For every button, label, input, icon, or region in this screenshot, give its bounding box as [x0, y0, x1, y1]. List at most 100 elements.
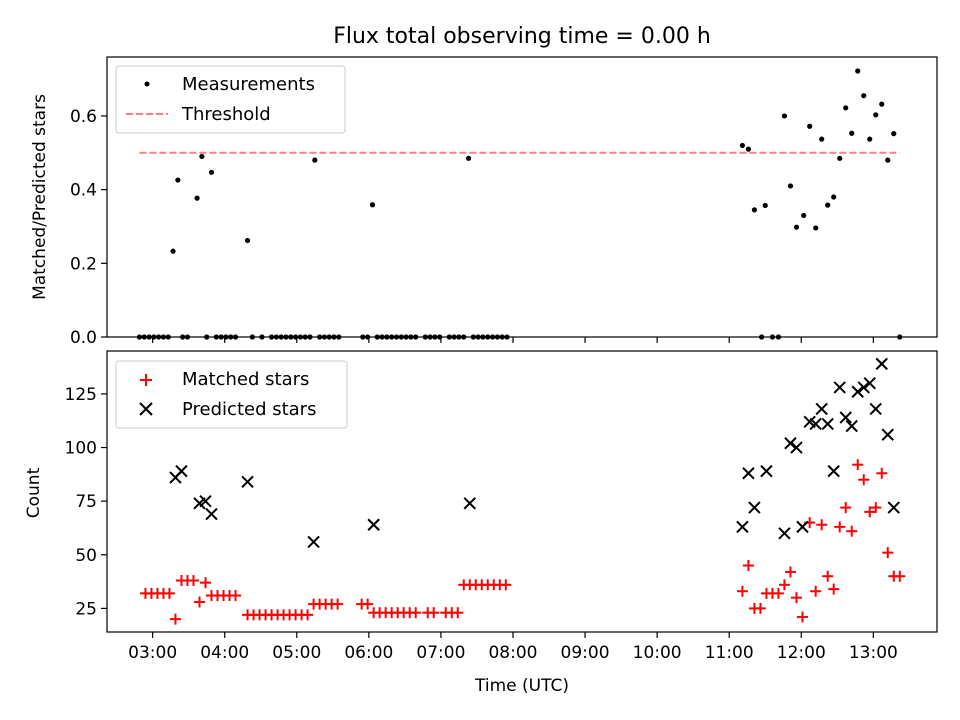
- bottom-x-ticks: 03:00 04:00 05:00 06:00 07:00 08:00 09:00 10:00…: [128, 632, 898, 663]
- x-tick-label: 10:00: [633, 643, 682, 663]
- x-tick-label: 09:00: [561, 643, 610, 663]
- matched-stars-point: [834, 521, 846, 533]
- predicted-stars-legend-label: Predicted stars: [182, 399, 316, 420]
- matched-stars-point: [882, 547, 894, 559]
- measurement-point: [762, 202, 768, 209]
- matched-stars-point: [410, 607, 422, 619]
- predicted-stars-point: [790, 441, 803, 454]
- x-tick-label: 07:00: [416, 643, 465, 663]
- x-tick-label: 13:00: [849, 643, 898, 663]
- predicted-stars-point: [845, 419, 858, 433]
- measurement-point: [465, 155, 472, 161]
- predicted-stars-point: [736, 520, 749, 534]
- matched-stars-point: [852, 459, 864, 471]
- top-axes-frame: [106, 56, 938, 338]
- bottom-y-tick-label: 25: [75, 599, 97, 619]
- matched-stars-point: [187, 575, 199, 587]
- bottom-y-tick-label: 100: [65, 439, 97, 459]
- bottom-legend-box: [115, 360, 348, 429]
- matched-stars-point: [894, 570, 906, 582]
- measurement-point: [312, 157, 318, 163]
- predicted-stars-point: [205, 507, 218, 521]
- predicted-stars-point: [463, 497, 476, 510]
- bottom-axes-frame: [106, 350, 938, 633]
- predicted-stars-point: [796, 520, 809, 534]
- matched-stars-legend-marker: [140, 374, 152, 386]
- matched-stars-point: [428, 607, 440, 619]
- matched-stars-point: [362, 598, 374, 610]
- x-tick-label: 05:00: [272, 643, 321, 663]
- measurement-point: [793, 224, 800, 230]
- measurement-point: [855, 68, 861, 74]
- measurement-point: [849, 130, 855, 136]
- matched-stars-point: [778, 579, 790, 591]
- measurement-point: [739, 142, 746, 149]
- matched-stars-point: [754, 602, 766, 614]
- bottom-y-tick-label: 50: [75, 546, 97, 566]
- predicted-stars-point: [821, 417, 834, 431]
- x-tick-label: 03:00: [128, 643, 177, 663]
- measurement-point: [885, 157, 891, 163]
- bottom-y-axis-label: Count: [24, 467, 44, 518]
- top-legend: Measurements Threshold: [115, 65, 346, 134]
- matched-stars-point: [163, 587, 175, 599]
- predicted-stars-point: [748, 501, 761, 514]
- measurement-point: [867, 136, 873, 142]
- measurement-point: [819, 136, 825, 142]
- bottom-y-tick-label: 75: [75, 492, 97, 512]
- matched-stars-point: [332, 598, 344, 610]
- top-y-tick-label: 0.4: [70, 181, 97, 201]
- measurement-point: [751, 207, 758, 213]
- measurement-point: [873, 112, 879, 118]
- measurement-point: [369, 202, 376, 208]
- matched-stars-point: [828, 583, 840, 595]
- predicted-stars-point: [875, 357, 888, 371]
- matched-stars-point: [193, 596, 205, 608]
- measurement-point: [891, 131, 897, 137]
- matched-stars-point: [452, 607, 464, 619]
- measurement-point: [843, 105, 849, 111]
- measurement-point: [813, 225, 819, 231]
- x-tick-label: 04:00: [200, 643, 249, 663]
- top-panel: 0.0 0.2 0.4 0.6 Matched/Predicted stars Mea…: [30, 56, 938, 348]
- measurement-point: [825, 202, 831, 208]
- predicted-stars-point: [784, 437, 797, 450]
- top-y-tick-label: 0.2: [70, 254, 97, 274]
- matched-stars-point: [199, 577, 211, 589]
- predicted-stars-point: [815, 402, 828, 416]
- measurement-point: [787, 183, 794, 189]
- predicted-stars-point: [175, 464, 188, 478]
- measurement-point: [199, 153, 205, 160]
- predicted-stars-point: [199, 494, 212, 508]
- matched-stars-point: [810, 585, 822, 597]
- bottom-legend: Matched stars Predicted stars: [115, 360, 348, 429]
- measurement-point: [801, 212, 807, 219]
- bottom-panel-marks: [139, 357, 906, 625]
- measurement-point: [861, 93, 867, 99]
- matched-stars-point: [864, 506, 876, 518]
- matched-stars-point: [846, 525, 858, 537]
- top-x-ticks: [152, 337, 874, 343]
- measurement-point: [879, 101, 885, 107]
- predicted-stars-point: [839, 411, 852, 424]
- measurement-point: [745, 146, 752, 152]
- predicted-stars-point: [827, 464, 840, 478]
- chart-title: Flux total observing time = 0.00 h: [333, 24, 711, 49]
- predicted-stars-point: [742, 467, 755, 480]
- matched-stars-point: [230, 590, 242, 602]
- matched-stars-point: [736, 585, 748, 597]
- matched-stars-point: [742, 560, 754, 572]
- top-y-tick-label: 0.6: [70, 107, 97, 127]
- measurements-legend-label: Measurements: [182, 74, 315, 95]
- measurement-point: [175, 177, 181, 183]
- x-tick-label: 06:00: [344, 643, 393, 663]
- measurement-point: [781, 113, 788, 119]
- measurement-point: [170, 248, 176, 254]
- matched-stars-point: [784, 566, 796, 578]
- matched-stars-point: [772, 587, 784, 599]
- matched-stars-point: [870, 502, 882, 514]
- threshold-legend-label: Threshold: [181, 104, 271, 125]
- predicted-stars-point: [809, 417, 822, 431]
- predicted-stars-point: [863, 376, 876, 390]
